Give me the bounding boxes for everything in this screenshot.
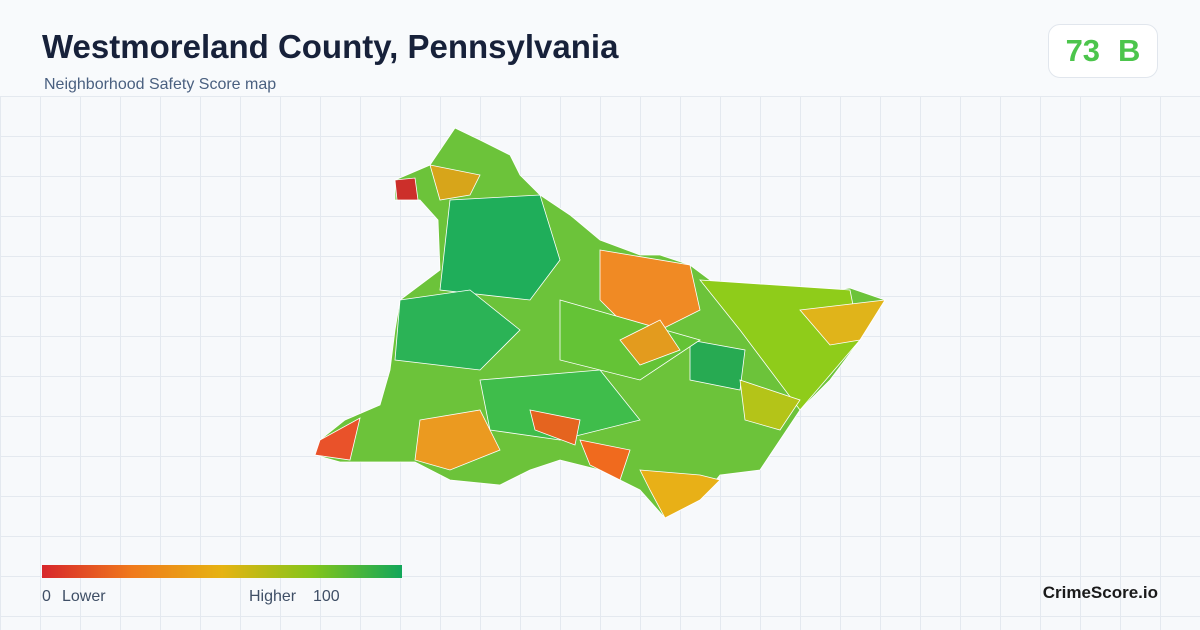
legend-max-label: Higher [249,588,297,605]
legend-max: 100 [313,588,340,605]
legend-min-label: Lower [62,588,106,605]
score-badge: 73 B [1048,24,1158,78]
map-region [619,319,681,366]
map-region [479,369,641,441]
subtitle: Neighborhood Safety Score map [44,76,277,93]
map-region [599,249,701,341]
map-region [799,299,886,346]
map-region [429,164,481,201]
map-region [439,194,561,301]
brand: CrimeScore.io [1042,583,1158,602]
legend-min: 0 [42,588,51,605]
map-region [579,439,631,481]
score-value: 73 [1065,33,1101,68]
map-region [689,339,746,391]
legend-gradient [42,565,402,578]
map-region [639,469,721,519]
map-region [394,177,419,201]
map-region [529,409,581,446]
title: Westmoreland County, Pennsylvania [42,28,619,65]
map-region [314,417,361,461]
map-region [739,379,801,431]
map-region [414,409,501,471]
map-region [394,289,521,371]
score-grade: B [1118,33,1141,68]
